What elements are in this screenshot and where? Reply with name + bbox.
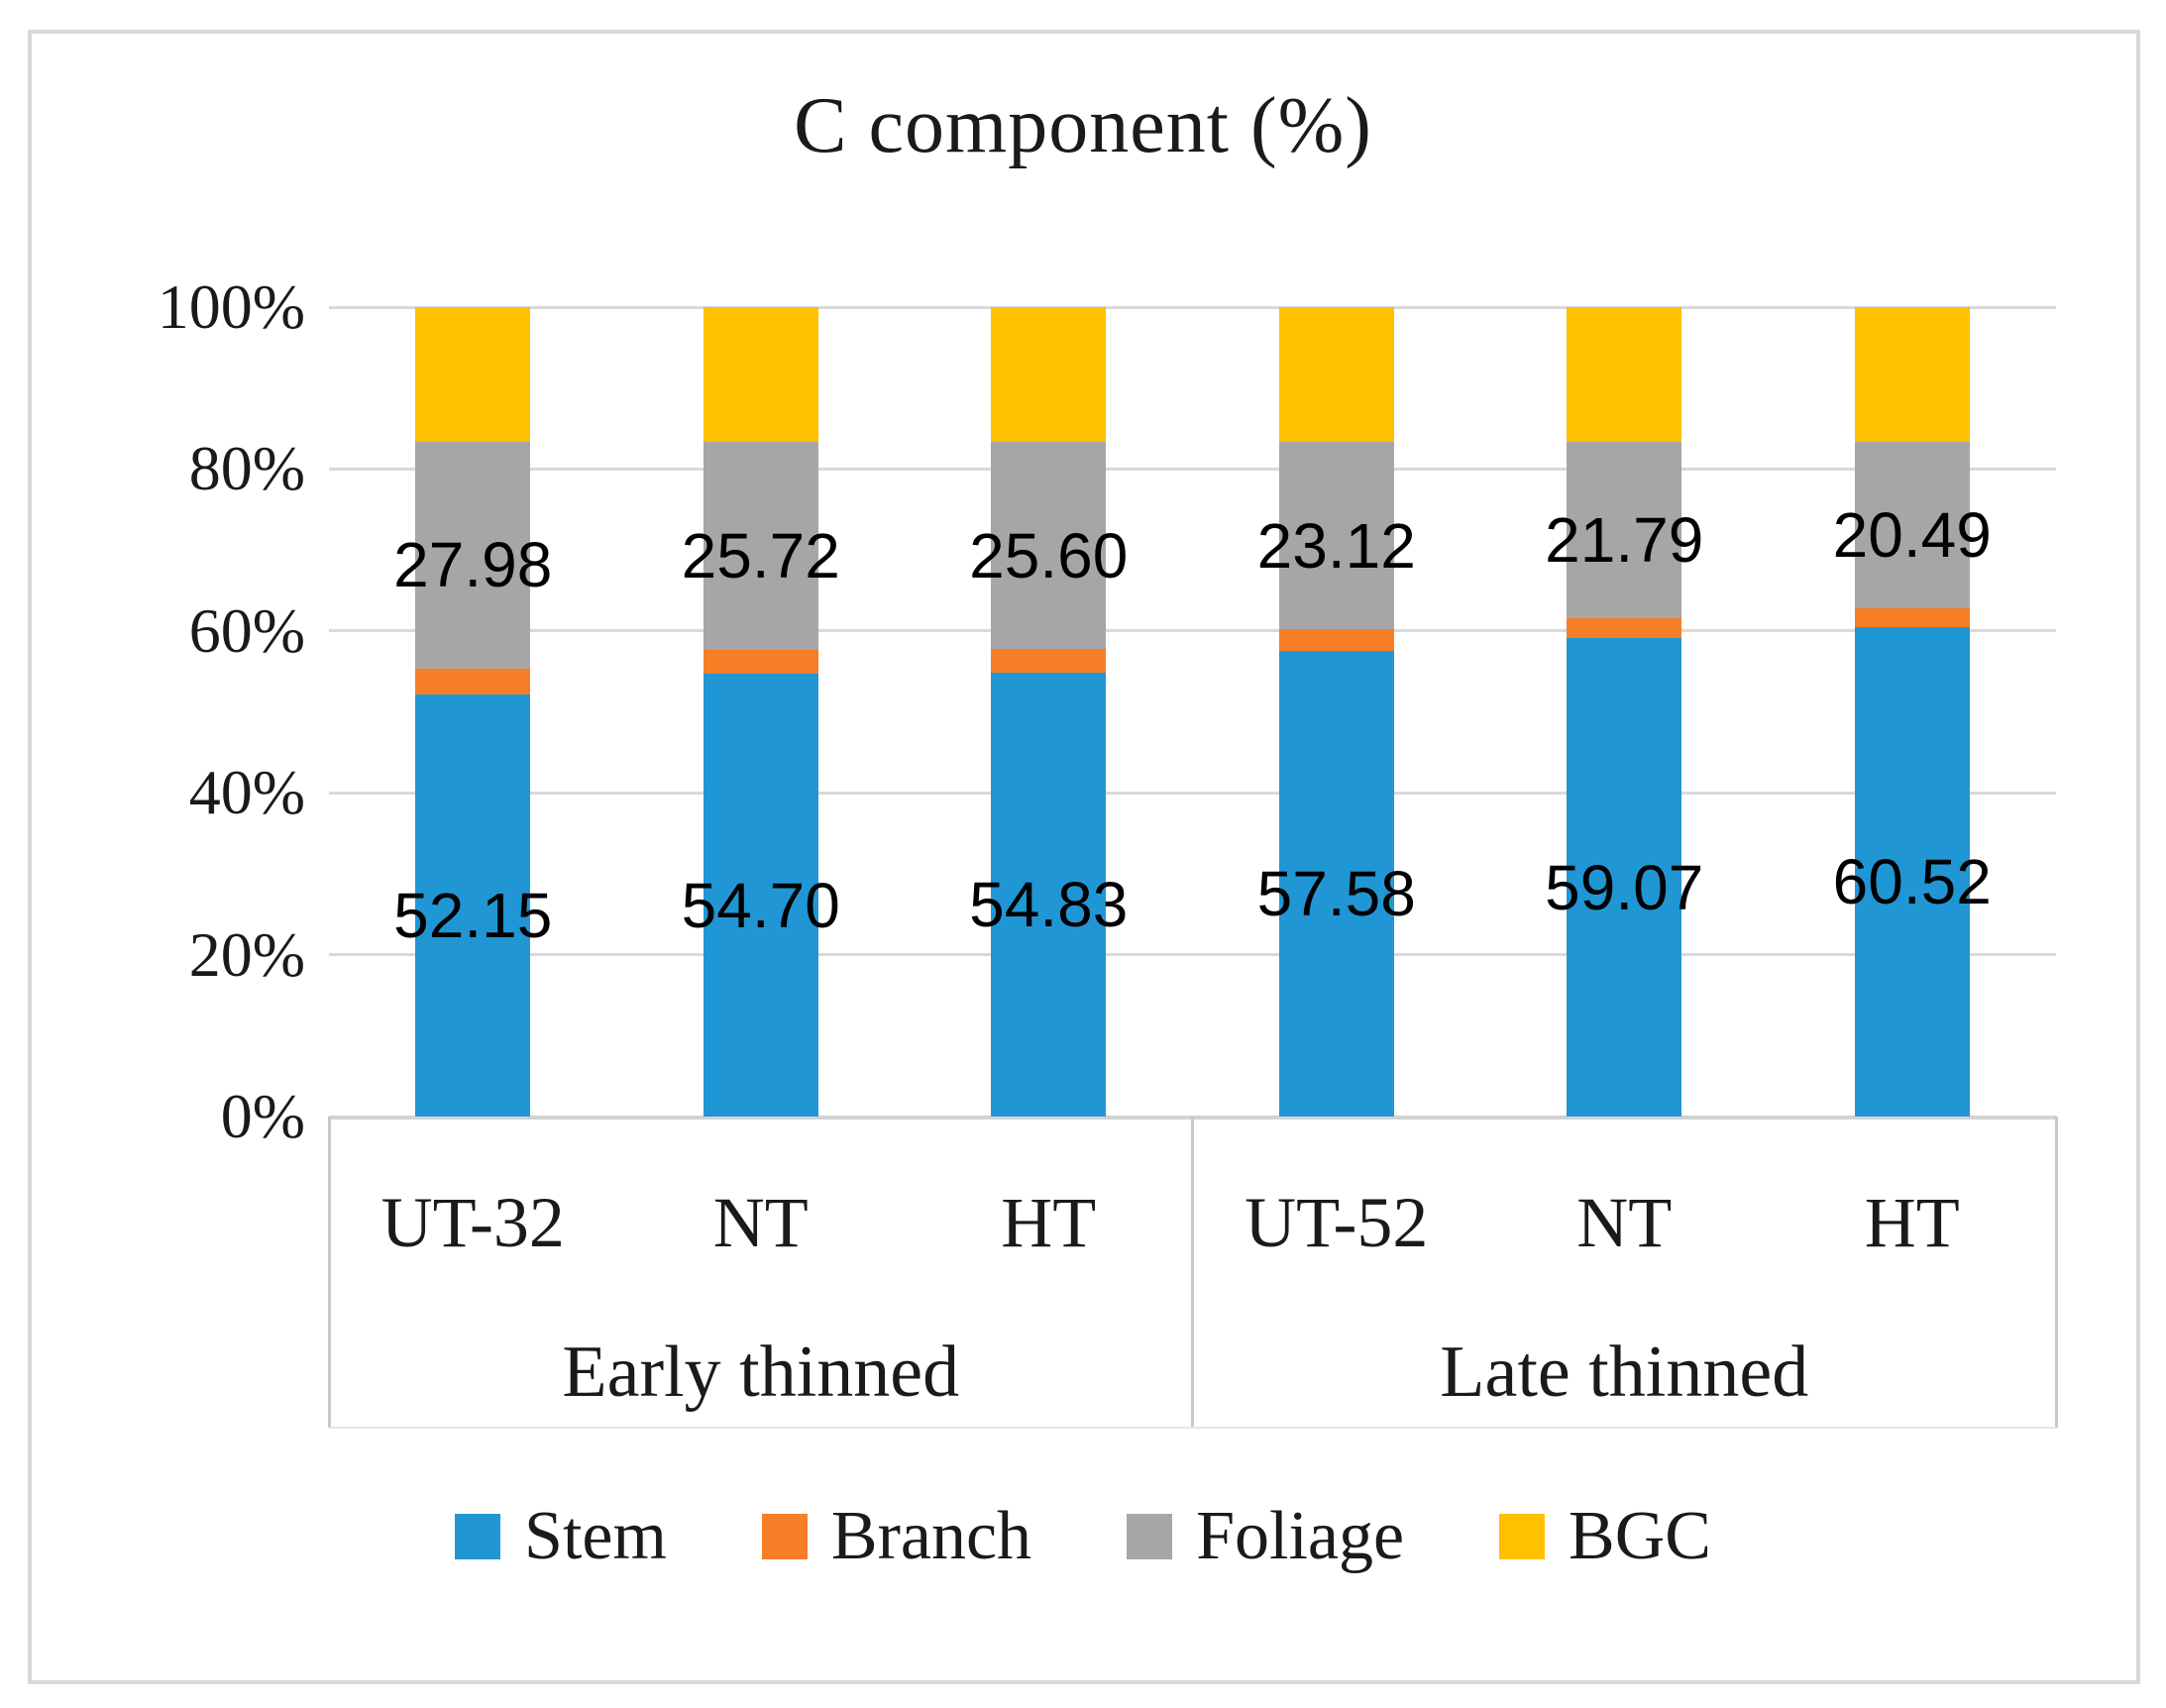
data-label-stem: 57.58 — [1256, 857, 1416, 929]
legend: Stem Branch Foliage BGC — [0, 1502, 2166, 1571]
bar-segment-branch — [1854, 607, 1970, 627]
bar-segment-stem — [991, 673, 1107, 1117]
y-axis-tick-label: 60% — [188, 594, 305, 666]
legend-label: BGC — [1569, 1498, 1711, 1574]
y-axis-tick-label: 0% — [220, 1081, 305, 1151]
legend-item-bgc: BGC — [1499, 1502, 1711, 1571]
legend-swatch-stem-icon — [455, 1514, 501, 1559]
legend-swatch-foliage-icon — [1127, 1514, 1173, 1559]
legend-swatch-branch-icon — [761, 1514, 808, 1559]
bar-segment-bgc — [991, 307, 1107, 443]
data-label-stem: 52.15 — [393, 879, 553, 951]
bar-segment-branch — [1278, 629, 1394, 651]
data-label-stem: 60.52 — [1832, 845, 1992, 917]
category-tick-label: UT-52 — [1245, 1183, 1429, 1262]
y-axis-tick-label: 40% — [188, 757, 305, 828]
bar-segment-branch — [991, 649, 1107, 674]
gridline — [329, 305, 2056, 309]
legend-swatch-bgc-icon — [1499, 1514, 1546, 1559]
bar-segment-stem — [703, 674, 818, 1117]
chart-title: C component (%) — [794, 82, 1372, 169]
category-group-label: Early thinned — [562, 1332, 960, 1413]
category-tick-label: NT — [1576, 1183, 1673, 1262]
bar-segment-branch — [703, 650, 818, 675]
data-label-foliage: 25.60 — [969, 519, 1129, 591]
legend-label: Stem — [524, 1498, 667, 1574]
bar-segment-bgc — [1854, 307, 1970, 443]
legend-label: Branch — [830, 1498, 1032, 1574]
category-tick-label: UT-32 — [380, 1183, 565, 1262]
bar-segment-foliage — [703, 442, 818, 651]
gridline — [329, 953, 2056, 957]
bar-segment-branch — [1567, 618, 1682, 639]
category-group-label: Late thinned — [1440, 1332, 1809, 1413]
data-label-foliage: 23.12 — [1256, 509, 1416, 582]
bar-segment-foliage — [1567, 442, 1682, 619]
gridline — [329, 467, 2056, 471]
category-tick-label: NT — [712, 1183, 809, 1262]
y-axis-tick-label: 20% — [188, 918, 305, 990]
data-label-stem: 54.70 — [681, 869, 840, 941]
bar-segment-stem — [1567, 638, 1682, 1117]
legend-item-foliage: Foliage — [1127, 1502, 1404, 1571]
bar-segment-bgc — [1567, 307, 1682, 443]
bar-segment-stem — [415, 694, 531, 1117]
bar-segment-stem — [1278, 650, 1394, 1117]
category-divider — [2054, 1117, 2058, 1428]
bar-segment-branch — [415, 668, 531, 694]
data-label-foliage: 27.98 — [393, 529, 553, 601]
legend-item-stem: Stem — [455, 1502, 667, 1571]
category-axis-bottom-line — [329, 1427, 2056, 1429]
bar-segment-stem — [1854, 626, 1970, 1117]
bar-segment-foliage — [991, 442, 1107, 650]
y-axis-tick-label: 80% — [188, 433, 305, 504]
data-label-stem: 59.07 — [1545, 851, 1704, 923]
gridline — [329, 791, 2056, 795]
category-tick-label: HT — [1864, 1183, 1960, 1262]
data-label-foliage: 25.72 — [681, 520, 840, 592]
bar-segment-foliage — [1278, 442, 1394, 630]
data-label-stem: 54.83 — [969, 869, 1129, 941]
legend-item-branch: Branch — [761, 1498, 1032, 1574]
category-tick-label: HT — [1001, 1183, 1097, 1262]
data-label-foliage: 20.49 — [1832, 498, 1992, 571]
bar-segment-foliage — [415, 442, 531, 669]
data-label-foliage: 21.79 — [1545, 504, 1704, 577]
bar-segment-bgc — [703, 307, 818, 443]
gridline — [329, 629, 2056, 633]
category-divider — [1191, 1117, 1194, 1428]
bar-segment-bgc — [1278, 307, 1394, 443]
bar-segment-foliage — [1854, 442, 1970, 608]
bar-segment-bgc — [415, 307, 531, 443]
y-axis-tick-label: 100% — [157, 271, 305, 342]
category-divider — [327, 1117, 331, 1428]
legend-label: Foliage — [1196, 1498, 1405, 1574]
